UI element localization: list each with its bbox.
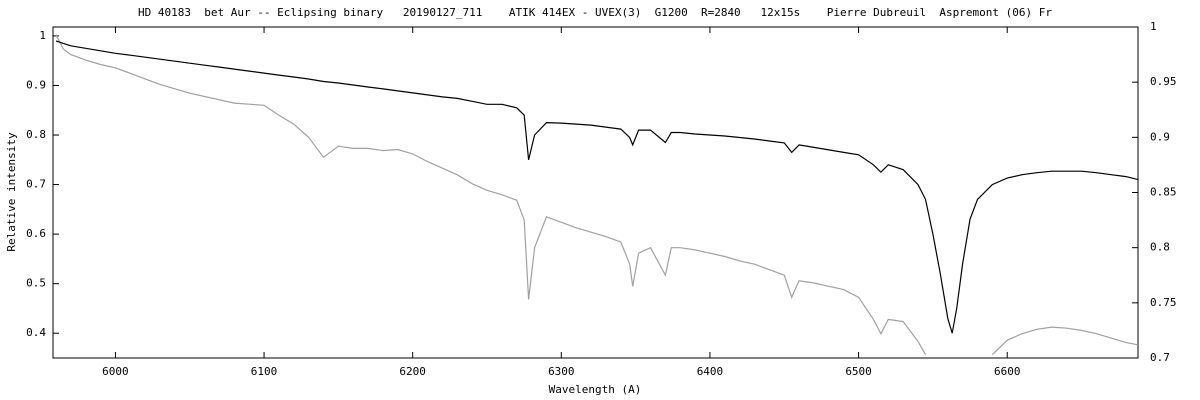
x-tick-label: 6600 — [994, 365, 1021, 378]
y2-tick-label: 0.95 — [1150, 75, 1177, 88]
y-tick-label: 0.9 — [26, 78, 46, 91]
x-tick-label: 6500 — [845, 365, 872, 378]
y-tick-label: 1 — [39, 29, 46, 42]
plot-frame — [52, 26, 1139, 359]
y2-tick-label: 0.7 — [1150, 351, 1170, 364]
y-tick-label: 0.5 — [26, 277, 46, 290]
y2-tick-label: 1 — [1150, 20, 1157, 33]
x-tick-label: 6100 — [251, 365, 278, 378]
y2-tick-label: 0.85 — [1150, 186, 1177, 199]
y-tick-label: 0.7 — [26, 178, 46, 191]
y-axis-label: Relative intensity — [5, 132, 18, 252]
y2-tick-label: 0.75 — [1150, 296, 1177, 309]
chart-title: HD 40183 bet Aur -- Eclipsing binary 201… — [138, 6, 1052, 19]
x-tick-label: 6300 — [548, 365, 575, 378]
y2-tick-label: 0.9 — [1150, 130, 1170, 143]
spectrum-line — [55, 34, 1138, 356]
y-tick-label: 0.8 — [26, 128, 46, 141]
y2-tick-label: 0.8 — [1150, 241, 1170, 254]
y-tick-label: 0.4 — [26, 326, 46, 339]
x-tick-label: 6000 — [102, 365, 129, 378]
y-tick-label: 0.6 — [26, 227, 46, 240]
x-axis-label: Wavelength (A) — [549, 383, 642, 396]
x-tick-label: 6200 — [399, 365, 426, 378]
spectrum-line — [55, 40, 1138, 334]
x-tick-label: 6400 — [697, 365, 724, 378]
